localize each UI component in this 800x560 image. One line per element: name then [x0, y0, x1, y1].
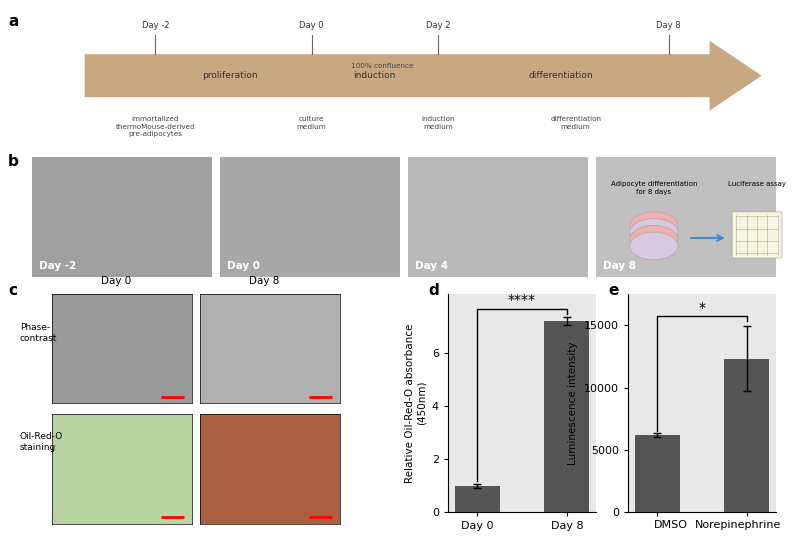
Text: Day 0: Day 0: [299, 21, 324, 30]
Text: Day 8: Day 8: [249, 276, 279, 286]
Text: Adipocyte differentiation
for 8 days: Adipocyte differentiation for 8 days: [610, 181, 697, 194]
Text: immortalized
thermoMouse-derived
pre-adipocytes: immortalized thermoMouse-derived pre-adi…: [115, 116, 195, 137]
Ellipse shape: [630, 218, 678, 246]
Text: induction: induction: [354, 71, 396, 80]
Bar: [725, 359, 770, 512]
Text: Day 0: Day 0: [227, 261, 260, 271]
Text: Day 8: Day 8: [603, 261, 636, 271]
Text: Day -2: Day -2: [39, 261, 77, 271]
Text: Day 0: Day 0: [101, 276, 131, 286]
Ellipse shape: [630, 212, 678, 240]
Text: 100% confluence: 100% confluence: [351, 63, 414, 69]
Text: c: c: [8, 283, 17, 298]
Y-axis label: Relative Oil-Red-O absorbance
(450nm): Relative Oil-Red-O absorbance (450nm): [405, 324, 426, 483]
Text: differentiation: differentiation: [529, 71, 593, 80]
Text: Day -2: Day -2: [142, 21, 169, 30]
Bar: [454, 486, 499, 512]
Bar: [634, 435, 679, 512]
Text: b: b: [8, 154, 19, 169]
Text: e: e: [608, 283, 618, 298]
Text: Phase-
contrast: Phase- contrast: [20, 323, 58, 343]
Text: Luciferase assay: Luciferase assay: [728, 181, 786, 187]
Text: Norepinephrine: Norepinephrine: [694, 520, 781, 530]
Text: ****: ****: [508, 293, 536, 307]
Text: *: *: [698, 301, 706, 315]
Text: DMSO: DMSO: [654, 520, 687, 530]
Text: Day 4: Day 4: [415, 261, 448, 271]
Polygon shape: [85, 41, 762, 111]
FancyBboxPatch shape: [732, 212, 782, 258]
Text: induction
medium: induction medium: [422, 116, 454, 129]
Text: a: a: [8, 14, 18, 29]
Text: Day 2: Day 2: [426, 21, 450, 30]
Text: proliferation: proliferation: [202, 71, 258, 80]
Bar: [545, 321, 590, 512]
Y-axis label: Luminescence intensity: Luminescence intensity: [569, 342, 578, 465]
Text: culture
medium: culture medium: [297, 116, 326, 129]
Text: Oil-Red-O
staining: Oil-Red-O staining: [20, 432, 63, 452]
Ellipse shape: [630, 225, 678, 253]
Ellipse shape: [630, 232, 678, 260]
Text: d: d: [428, 283, 438, 298]
Text: differentiation
medium: differentiation medium: [550, 116, 601, 129]
Text: Day 8: Day 8: [656, 21, 681, 30]
